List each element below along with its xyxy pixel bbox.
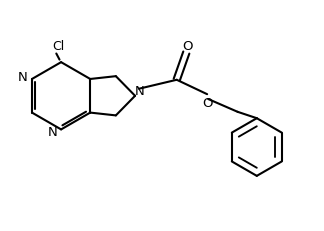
Text: O: O: [202, 96, 213, 109]
Text: Cl: Cl: [52, 40, 64, 53]
Text: N: N: [48, 125, 58, 138]
Text: N: N: [135, 85, 145, 98]
Text: O: O: [183, 40, 193, 53]
Text: N: N: [18, 71, 28, 84]
